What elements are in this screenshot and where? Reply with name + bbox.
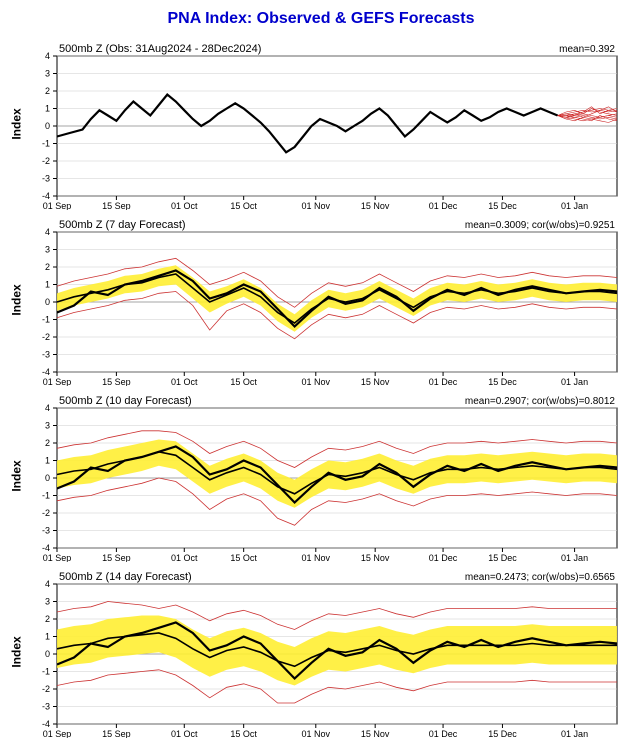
svg-text:15 Sep: 15 Sep	[102, 201, 131, 210]
svg-text:1: 1	[45, 632, 50, 642]
panel-1: Index -4 -3 -2 -1 0 1 2 3 4 01 Sep 15 Sep 01 Oct 15 O…	[5, 214, 637, 386]
svg-text:3: 3	[45, 597, 50, 607]
svg-text:15 Dec: 15 Dec	[488, 201, 517, 210]
svg-text:15 Oct: 15 Oct	[230, 553, 257, 562]
svg-text:-2: -2	[42, 156, 50, 166]
svg-text:-4: -4	[42, 191, 50, 201]
svg-text:-1: -1	[42, 139, 50, 149]
svg-text:15 Sep: 15 Sep	[102, 553, 131, 562]
panels-area: Index -4 -3 -2 -1 0 1 2 3 4 01 Sep 15 Sep 01 Oct 15 O…	[0, 38, 642, 738]
chart-container: PNA Index: Observed & GEFS Forecasts Ind…	[0, 0, 642, 750]
svg-text:-4: -4	[42, 367, 50, 377]
svg-text:1: 1	[45, 456, 50, 466]
svg-text:01 Sep: 01 Sep	[43, 201, 72, 210]
svg-text:0: 0	[45, 297, 50, 307]
svg-text:01 Sep: 01 Sep	[43, 377, 72, 386]
svg-text:3: 3	[45, 69, 50, 79]
svg-text:01 Dec: 01 Dec	[429, 553, 458, 562]
svg-text:-3: -3	[42, 526, 50, 536]
svg-text:15 Sep: 15 Sep	[102, 729, 131, 738]
svg-text:4: 4	[45, 403, 50, 413]
spaghetti-line	[558, 109, 617, 118]
svg-text:01 Sep: 01 Sep	[43, 729, 72, 738]
svg-text:3: 3	[45, 421, 50, 431]
panel-subtitle: 500mb Z (7 day Forecast)	[59, 219, 186, 231]
svg-text:4: 4	[45, 51, 50, 61]
panel-0: Index -4 -3 -2 -1 0 1 2 3 4 01 Sep 15 Sep 01 Oct 15 O…	[5, 38, 637, 210]
ensemble-band	[57, 616, 617, 686]
svg-text:01 Oct: 01 Oct	[171, 377, 198, 386]
panel-subtitle: 500mb Z (10 day Forecast)	[59, 395, 192, 407]
svg-text:-2: -2	[42, 332, 50, 342]
svg-text:0: 0	[45, 649, 50, 659]
svg-text:01 Oct: 01 Oct	[171, 553, 198, 562]
panel-info: mean=0.2473; cor(w/obs)=0.6565	[465, 572, 616, 583]
svg-text:01 Jan: 01 Jan	[561, 377, 588, 386]
svg-text:-3: -3	[42, 350, 50, 360]
svg-text:-1: -1	[42, 491, 50, 501]
svg-text:0: 0	[45, 121, 50, 131]
svg-text:15 Sep: 15 Sep	[102, 377, 131, 386]
svg-text:01 Dec: 01 Dec	[429, 201, 458, 210]
svg-text:4: 4	[45, 579, 50, 589]
plot-svg: -4 -3 -2 -1 0 1 2 3 4 01 Sep 15 Sep 01 Oct 15 Oct 01 …	[5, 566, 637, 738]
svg-text:2: 2	[45, 438, 50, 448]
svg-text:01 Dec: 01 Dec	[429, 377, 458, 386]
panel-info: mean=0.392	[559, 44, 615, 55]
svg-text:15 Nov: 15 Nov	[361, 201, 390, 210]
svg-text:-2: -2	[42, 508, 50, 518]
ylabel: Index	[10, 284, 24, 315]
ylabel: Index	[10, 636, 24, 667]
svg-text:1: 1	[45, 104, 50, 114]
svg-text:2: 2	[45, 614, 50, 624]
svg-text:15 Oct: 15 Oct	[230, 729, 257, 738]
panel-info: mean=0.3009; cor(w/obs)=0.9251	[465, 220, 616, 231]
svg-text:15 Nov: 15 Nov	[361, 553, 390, 562]
svg-text:01 Oct: 01 Oct	[171, 729, 198, 738]
svg-text:1: 1	[45, 280, 50, 290]
svg-text:01 Jan: 01 Jan	[561, 201, 588, 210]
svg-text:01 Nov: 01 Nov	[302, 553, 331, 562]
ylabel: Index	[10, 460, 24, 491]
panel-info: mean=0.2907; cor(w/obs)=0.8012	[465, 396, 616, 407]
svg-text:-1: -1	[42, 315, 50, 325]
svg-text:2: 2	[45, 262, 50, 272]
svg-text:01 Nov: 01 Nov	[302, 729, 331, 738]
svg-text:4: 4	[45, 227, 50, 237]
svg-text:15 Dec: 15 Dec	[488, 553, 517, 562]
ylabel: Index	[10, 108, 24, 139]
panel-2: Index -4 -3 -2 -1 0 1 2 3 4 01 Sep 15 Sep 01 Oct 15 O…	[5, 390, 637, 562]
svg-text:0: 0	[45, 473, 50, 483]
svg-text:15 Oct: 15 Oct	[230, 201, 257, 210]
svg-text:01 Nov: 01 Nov	[302, 377, 331, 386]
panel-3: Index -4 -3 -2 -1 0 1 2 3 4 01 Sep 15 Sep 01 Oct 15 O…	[5, 566, 637, 738]
svg-text:01 Nov: 01 Nov	[302, 201, 331, 210]
svg-text:-4: -4	[42, 543, 50, 553]
ensemble-outer	[57, 670, 617, 703]
svg-text:-3: -3	[42, 702, 50, 712]
svg-text:01 Dec: 01 Dec	[429, 729, 458, 738]
page-title: PNA Index: Observed & GEFS Forecasts	[0, 0, 642, 34]
plot-svg: -4 -3 -2 -1 0 1 2 3 4 01 Sep 15 Sep 01 Oct 15 Oct 01 …	[5, 390, 637, 562]
panel-subtitle: 500mb Z (Obs: 31Aug2024 - 28Dec2024)	[59, 43, 261, 55]
panel-subtitle: 500mb Z (14 day Forecast)	[59, 571, 192, 583]
svg-text:15 Nov: 15 Nov	[361, 729, 390, 738]
svg-text:15 Nov: 15 Nov	[361, 377, 390, 386]
svg-text:15 Oct: 15 Oct	[230, 377, 257, 386]
svg-text:15 Dec: 15 Dec	[488, 377, 517, 386]
svg-text:01 Sep: 01 Sep	[43, 553, 72, 562]
svg-text:01 Oct: 01 Oct	[171, 201, 198, 210]
svg-text:-1: -1	[42, 667, 50, 677]
svg-text:-2: -2	[42, 684, 50, 694]
ensemble-band	[57, 440, 617, 508]
svg-text:2: 2	[45, 86, 50, 96]
svg-text:01 Jan: 01 Jan	[561, 553, 588, 562]
svg-text:-3: -3	[42, 174, 50, 184]
svg-text:3: 3	[45, 245, 50, 255]
svg-text:-4: -4	[42, 719, 50, 729]
svg-text:01 Jan: 01 Jan	[561, 729, 588, 738]
plot-svg: -4 -3 -2 -1 0 1 2 3 4 01 Sep 15 Sep 01 Oct 15 Oct 01 …	[5, 38, 637, 210]
svg-text:15 Dec: 15 Dec	[488, 729, 517, 738]
plot-svg: -4 -3 -2 -1 0 1 2 3 4 01 Sep 15 Sep 01 Oct 15 Oct 01 …	[5, 214, 637, 386]
